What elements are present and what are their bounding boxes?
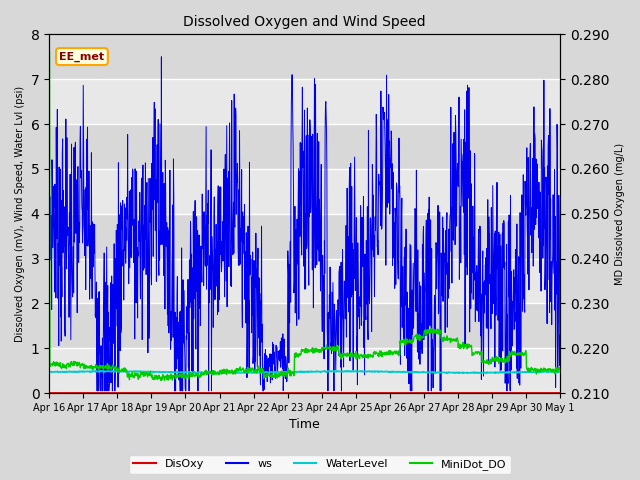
MiniDot_DO [216,368,224,374]
Bar [49,35,560,79]
DisOxy [216,390,224,396]
Y-axis label: MD Dissolved Oxygen (mg/L): MD Dissolved Oxygen (mg/L) [615,143,625,285]
Title: Dissolved Oxygen and Wind Speed: Dissolved Oxygen and Wind Speed [184,15,426,29]
MiniDot_DO [556,365,564,371]
MiniDot_DO [45,49,53,55]
Bar [49,303,560,348]
WaterLevel [451,370,459,375]
DisOxy [159,390,166,396]
ws [497,369,504,375]
Legend: DisOxy, ws, WaterLevel, MiniDot_DO: DisOxy, ws, WaterLevel, MiniDot_DO [129,455,511,474]
MiniDot_DO [159,372,166,378]
WaterLevel [217,370,225,376]
MiniDot_DO [161,378,168,384]
ws [159,257,167,263]
MiniDot_DO [384,349,392,355]
ws [45,129,53,134]
WaterLevel [159,369,167,375]
ws [93,388,101,394]
Line: MiniDot_DO: MiniDot_DO [49,52,560,381]
WaterLevel [147,369,155,374]
ws [157,54,165,60]
Bar [49,214,560,259]
ws [385,200,392,206]
DisOxy [147,390,154,396]
Bar [49,348,560,393]
DisOxy [45,390,53,396]
WaterLevel [97,368,104,373]
WaterLevel [497,370,504,375]
Bar [49,169,560,214]
Y-axis label: Dissolved Oxygen (mV), Wind Speed, Water Lvl (psi): Dissolved Oxygen (mV), Wind Speed, Water… [15,85,25,342]
X-axis label: Time: Time [289,419,320,432]
Text: EE_met: EE_met [60,51,104,62]
ws [556,332,564,338]
DisOxy [556,390,564,396]
WaterLevel [45,370,53,375]
Line: WaterLevel: WaterLevel [49,371,560,373]
MiniDot_DO [147,368,154,374]
Line: ws: ws [49,57,560,391]
DisOxy [495,390,503,396]
WaterLevel [216,371,224,376]
DisOxy [451,390,458,396]
MiniDot_DO [496,357,504,363]
ws [217,184,225,190]
MiniDot_DO [451,338,459,344]
ws [451,242,459,248]
Bar [49,79,560,124]
Bar [49,124,560,169]
ws [147,188,155,193]
DisOxy [384,390,392,396]
Bar [49,259,560,303]
WaterLevel [556,369,564,374]
WaterLevel [385,369,392,375]
